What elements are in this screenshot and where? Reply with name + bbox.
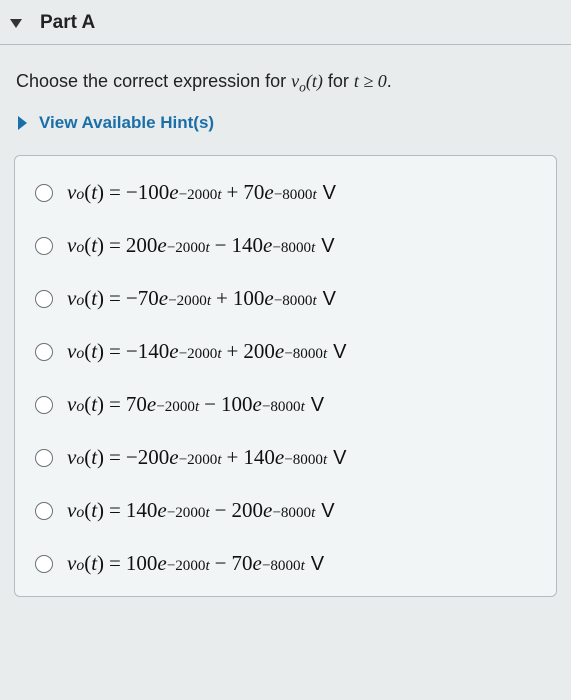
chevron-down-icon <box>10 19 22 28</box>
question-text: Choose the correct expression for vo(t) … <box>0 63 571 109</box>
answer-option[interactable]: vo(t)=−100e−2000t+70e−8000tV <box>15 166 556 219</box>
question-mid: for <box>323 71 354 91</box>
question-suffix: . <box>387 71 392 91</box>
option-expression: vo(t)=100e−2000t−70e−8000tV <box>67 551 324 576</box>
answer-option[interactable]: vo(t)=−70e−2000t+100e−8000tV <box>15 272 556 325</box>
answer-option[interactable]: vo(t)=200e−2000t−140e−8000tV <box>15 219 556 272</box>
option-expression: vo(t)=70e−2000t−100e−8000tV <box>67 392 324 417</box>
radio-icon[interactable] <box>35 502 53 520</box>
radio-icon[interactable] <box>35 555 53 573</box>
radio-icon[interactable] <box>35 449 53 467</box>
answer-option[interactable]: vo(t)=70e−2000t−100e−8000tV <box>15 378 556 431</box>
view-hints-button[interactable]: View Available Hint(s) <box>0 109 571 149</box>
radio-icon[interactable] <box>35 343 53 361</box>
option-expression: vo(t)=−200e−2000t+140e−8000tV <box>67 445 346 470</box>
radio-icon[interactable] <box>35 237 53 255</box>
radio-icon[interactable] <box>35 184 53 202</box>
chevron-right-icon <box>18 116 27 130</box>
radio-icon[interactable] <box>35 396 53 414</box>
answer-option[interactable]: vo(t)=100e−2000t−70e−8000tV <box>15 537 556 590</box>
radio-icon[interactable] <box>35 290 53 308</box>
part-header[interactable]: Part A <box>0 0 571 45</box>
option-expression: vo(t)=140e−2000t−200e−8000tV <box>67 498 335 523</box>
answers-box: vo(t)=−100e−2000t+70e−8000tV vo(t)=200e−2… <box>14 155 557 597</box>
answer-option[interactable]: vo(t)=−200e−2000t+140e−8000tV <box>15 431 556 484</box>
question-page: Part A Choose the correct expression for… <box>0 0 571 700</box>
answer-option[interactable]: vo(t)=−140e−2000t+200e−8000tV <box>15 325 556 378</box>
answer-option[interactable]: vo(t)=140e−2000t−200e−8000tV <box>15 484 556 537</box>
hints-label: View Available Hint(s) <box>39 113 214 133</box>
option-expression: vo(t)=−140e−2000t+200e−8000tV <box>67 339 346 364</box>
question-prefix: Choose the correct expression for <box>16 71 291 91</box>
option-expression: vo(t)=−100e−2000t+70e−8000tV <box>67 180 336 205</box>
option-expression: vo(t)=−70e−2000t+100e−8000tV <box>67 286 336 311</box>
question-cond: t ≥ 0 <box>354 71 387 91</box>
question-var: vo(t) <box>291 71 323 91</box>
option-expression: vo(t)=200e−2000t−140e−8000tV <box>67 233 335 258</box>
part-title: Part A <box>40 12 95 34</box>
